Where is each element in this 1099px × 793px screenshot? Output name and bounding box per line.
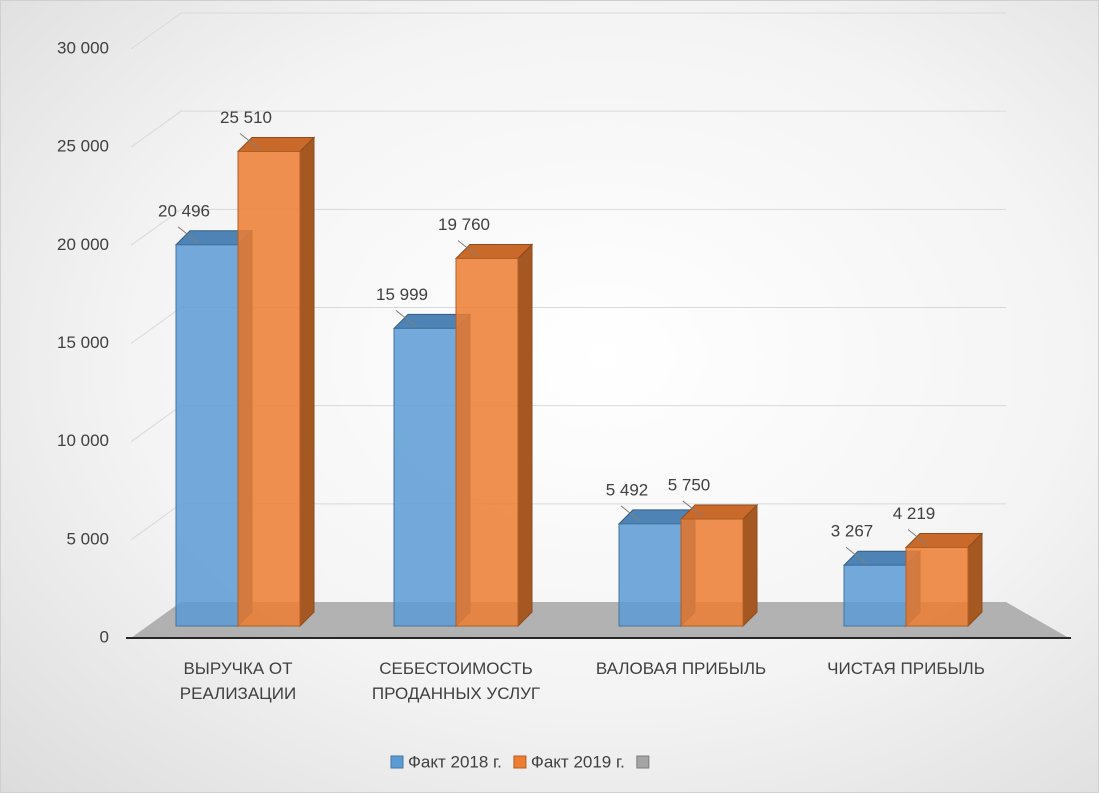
grid-line [130, 110, 1006, 148]
bar [454, 243, 534, 628]
legend-label: Факт 2018 г. [408, 752, 502, 771]
data-label: 19 760 [438, 215, 490, 234]
legend-swatch [513, 755, 527, 769]
y-tick-label: 20 000 [57, 235, 109, 254]
data-label: 3 267 [831, 522, 874, 541]
leader-line [239, 133, 261, 150]
bar-side [967, 532, 983, 628]
bar-front [237, 151, 301, 627]
leader-line [177, 226, 199, 244]
leader-line [682, 500, 704, 518]
y-tick-label: 25 000 [57, 137, 109, 156]
bar [236, 136, 316, 628]
bar-top [904, 533, 984, 549]
data-label: 5 492 [606, 480, 649, 499]
data-label: 20 496 [158, 201, 210, 220]
data-label: 25 510 [220, 108, 272, 127]
x-tick-label: СЕБЕСТОИМОСТЬ ПРОДАННЫХ УСЛУГ [371, 659, 541, 703]
y-tick-label: 10 000 [57, 431, 109, 450]
bar-side [517, 243, 533, 628]
legend-swatch [636, 755, 650, 769]
y-tick-label: 0 [100, 627, 109, 646]
bar-side [742, 503, 758, 628]
legend-swatch [390, 755, 404, 769]
bar-front [680, 518, 744, 627]
bar-front [393, 327, 457, 627]
data-label: 15 999 [376, 285, 428, 304]
x-tick-label: ЧИСТАЯ ПРИБЫЛЬ [827, 659, 985, 678]
data-label: 4 219 [893, 504, 936, 523]
leader-line [620, 505, 642, 523]
bar-top [679, 504, 759, 520]
leader-line [907, 529, 929, 546]
leader-line [395, 310, 417, 327]
x-tick-label: ВЫРУЧКА ОТ РЕАЛИЗАЦИИ [179, 659, 297, 703]
bar-side [299, 136, 315, 628]
bar-top [454, 243, 534, 259]
x-tick-label: ВАЛОВАЯ ПРИБЫЛЬ [595, 659, 767, 678]
bar-front [905, 547, 969, 627]
floor [131, 602, 1069, 638]
grid-line [130, 12, 1006, 50]
data-label: 5 750 [668, 476, 711, 495]
y-tick-label: 5 000 [66, 529, 109, 548]
bar [679, 503, 759, 628]
grid-line [130, 208, 1006, 246]
y-tick-label: 30 000 [57, 38, 109, 57]
leader-line [845, 546, 867, 564]
bar [904, 532, 984, 628]
bar-front [618, 523, 682, 627]
bar-front [175, 244, 239, 627]
leader-line [457, 240, 479, 257]
bar-front [843, 564, 907, 627]
bar-top [236, 137, 316, 153]
legend-label: Факт 2019 г. [531, 752, 625, 771]
bar-front [455, 257, 519, 627]
y-tick-label: 15 000 [57, 333, 109, 352]
